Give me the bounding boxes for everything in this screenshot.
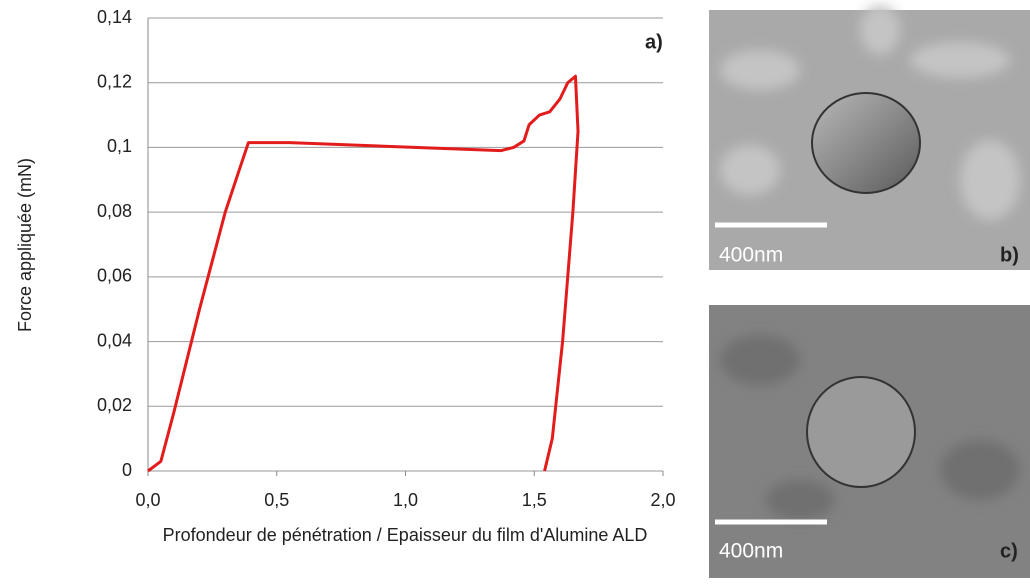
y-axis-title: Force appliquée (mN) <box>15 158 35 332</box>
x-tick-label: 2,0 <box>650 490 675 510</box>
y-tick-label: 0,12 <box>97 71 132 91</box>
y-tick-label: 0,1 <box>107 136 132 156</box>
y-tick-label: 0,04 <box>97 330 132 350</box>
panel-label: c) <box>1000 540 1018 562</box>
x-tick-label: 1,0 <box>393 490 418 510</box>
y-tick-label: 0,14 <box>97 7 132 27</box>
panel-label: b) <box>1000 244 1019 266</box>
data-line <box>147 74 580 473</box>
y-tick-label: 0,02 <box>97 395 132 415</box>
x-axis-title: Profondeur de pénétration / Epaisseur du… <box>162 525 648 545</box>
x-tick-label: 0,0 <box>135 490 160 510</box>
y-tick-label: 0 <box>122 460 132 480</box>
annotation: a) <box>645 31 663 53</box>
scale-label: 400nm <box>719 540 783 563</box>
sem-image-c <box>709 305 1030 578</box>
y-tick-label: 0,06 <box>97 266 132 286</box>
scale-label: 400nm <box>719 244 783 267</box>
x-tick-label: 0,5 <box>264 490 289 510</box>
y-tick-label: 0,08 <box>97 201 132 221</box>
sem-image-b <box>709 5 1030 270</box>
x-tick-label: 1,5 <box>522 490 547 510</box>
